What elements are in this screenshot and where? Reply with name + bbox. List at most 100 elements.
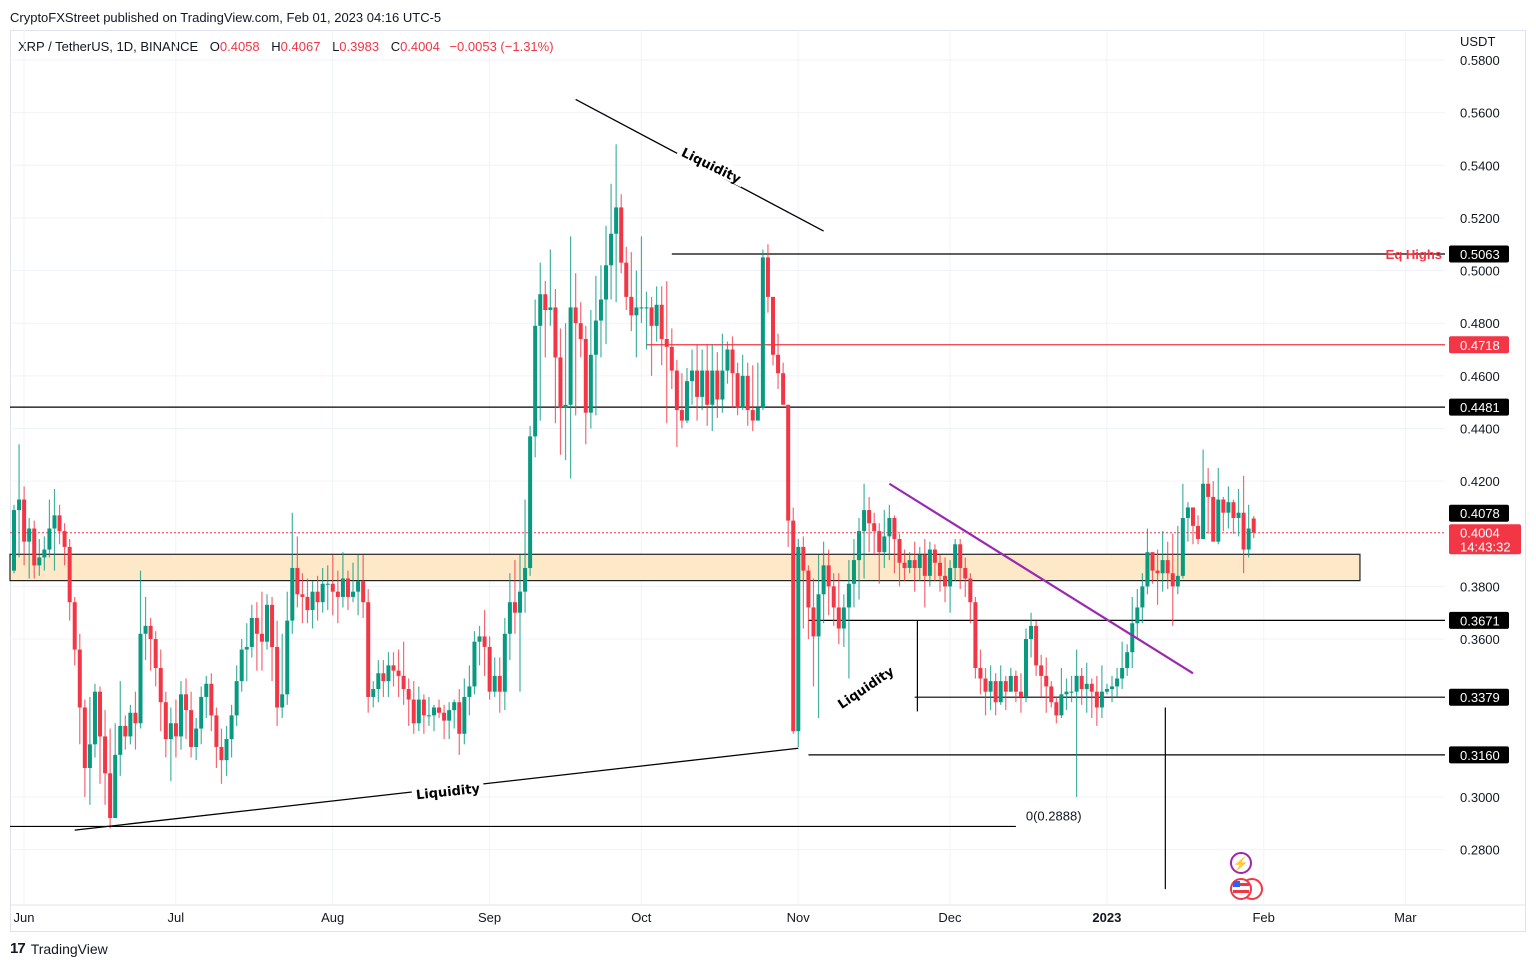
candle-body (917, 554, 922, 568)
candle-body (669, 346, 674, 371)
candle-body (523, 567, 528, 592)
candle-body (1190, 507, 1195, 526)
candle-body (1074, 675, 1079, 692)
candle-body (659, 304, 664, 339)
candle-body (371, 689, 376, 697)
candle-body (249, 617, 254, 647)
candle-body (462, 696, 467, 734)
price-label-value: 0.3671 (1460, 613, 1500, 628)
horizontal-levels: 0(0.2888) (10, 253, 1445, 828)
candle-body (285, 620, 290, 695)
candle-body (710, 370, 715, 405)
time-tick: Mar (1394, 910, 1417, 925)
candle-body (831, 586, 836, 608)
time-tick: Nov (787, 910, 811, 925)
candle-body (300, 594, 305, 597)
time-tick: Dec (938, 910, 962, 925)
candle-body (882, 536, 887, 553)
candle-body (993, 681, 998, 703)
candle-body (841, 607, 846, 629)
candle-body (1099, 691, 1104, 708)
candle-body (1120, 667, 1125, 679)
candle-body (760, 257, 765, 408)
tradingview-logo[interactable]: 17 TradingView (10, 940, 108, 957)
candle-body (320, 583, 325, 603)
candle-body (563, 404, 568, 408)
candle-body (305, 596, 310, 611)
candle-body (740, 375, 745, 408)
candle-body (1115, 678, 1120, 687)
candle-body (750, 410, 755, 421)
brand-name: TradingView (30, 940, 108, 957)
candle-body (1089, 683, 1094, 692)
lightning-event-icon (1230, 852, 1252, 874)
candle-body (684, 381, 689, 421)
candle-body (108, 773, 113, 819)
candle-body (92, 691, 97, 745)
price-label-badge (1449, 524, 1521, 555)
open-label: O (209, 39, 220, 54)
candle-body (786, 404, 791, 521)
candle-body (42, 549, 47, 558)
candle-body (568, 307, 573, 405)
price-tick: 0.3600 (1460, 632, 1500, 647)
candle-body (1094, 691, 1099, 708)
price-label-value: 0.4078 (1460, 506, 1500, 521)
candle-body (1165, 560, 1170, 574)
time-tick: 2023 (1092, 910, 1121, 925)
candle-body (907, 560, 912, 568)
candle-body (624, 262, 629, 297)
candle-body (558, 357, 563, 408)
candle-body (897, 539, 902, 563)
candle-body (533, 325, 538, 437)
grid-lines (10, 30, 1445, 905)
candle-body (153, 639, 158, 668)
candle-body (1185, 507, 1190, 518)
candle-body (209, 683, 214, 716)
candle-body (846, 583, 851, 608)
symbol-title[interactable]: XRP / TetherUS, 1D, BINANCE (18, 39, 199, 54)
candle-body (1079, 675, 1084, 690)
time-axis[interactable]: Jun Jul Aug Sep Oct Nov Dec 2023 Feb Mar (10, 904, 1526, 925)
high-value: 0.4067 (280, 39, 321, 54)
candle-body (178, 694, 183, 737)
candle-body (482, 636, 487, 647)
candle-body (497, 675, 502, 692)
lightning-glyph: ⚡ (1233, 856, 1249, 872)
price-tick: 0.5200 (1460, 211, 1500, 226)
price-tick: 0.4800 (1460, 316, 1500, 331)
candle-body (421, 699, 426, 716)
candle-body (396, 670, 401, 676)
candle-body (280, 694, 285, 708)
publish-info: CryptoFXStreet published on TradingView.… (10, 10, 442, 25)
price-tick: 0.5600 (1460, 106, 1500, 121)
candle-body (922, 554, 927, 576)
candle-body (755, 407, 760, 421)
support-zone (9, 553, 1361, 582)
candle-body (310, 591, 315, 611)
price-axis[interactable]: USDT 0.5800 0.5600 0.5400 0.5200 0.5000 0.4800… (1386, 34, 1521, 858)
candle-body (690, 370, 695, 382)
candle-body (492, 675, 497, 692)
candle-body (771, 296, 775, 355)
candle-body (386, 665, 391, 682)
candle-body (512, 602, 517, 613)
candle-body (234, 681, 239, 716)
candle-body (77, 649, 82, 708)
candle-body (538, 294, 543, 326)
candle-body (1180, 517, 1185, 576)
candle-body (867, 510, 872, 524)
price-tick: 0.4200 (1460, 474, 1500, 489)
candle-body (1018, 691, 1023, 697)
candle-body (452, 702, 457, 711)
candle-body (22, 499, 27, 542)
close-label: C (390, 39, 401, 54)
candle-body (948, 567, 953, 587)
candle-body (345, 578, 350, 597)
candle-body (963, 567, 968, 579)
candle-body (953, 544, 958, 568)
candle-body (679, 410, 684, 421)
low-value: 0.3983 (339, 39, 380, 54)
candle-body (857, 531, 862, 561)
